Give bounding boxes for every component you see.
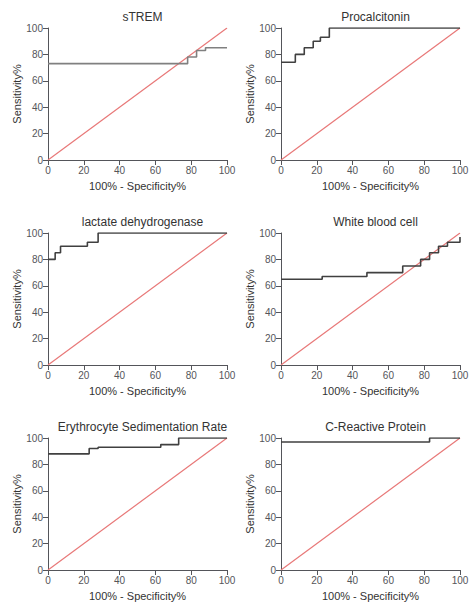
svg-text:100: 100	[259, 433, 276, 444]
svg-text:0: 0	[278, 575, 284, 586]
svg-text:60: 60	[32, 485, 44, 496]
svg-text:40: 40	[265, 102, 277, 113]
svg-text:20: 20	[311, 370, 323, 381]
svg-text:20: 20	[78, 165, 90, 176]
svg-text:60: 60	[383, 575, 395, 586]
svg-text:100% - Specificity%: 100% - Specificity%	[89, 180, 186, 192]
svg-text:60: 60	[265, 280, 277, 291]
svg-text:100: 100	[26, 228, 43, 239]
svg-text:80: 80	[419, 165, 431, 176]
svg-text:80: 80	[32, 459, 44, 470]
svg-text:40: 40	[114, 575, 126, 586]
svg-text:100: 100	[219, 575, 236, 586]
svg-text:0: 0	[45, 575, 51, 586]
svg-text:100: 100	[452, 575, 469, 586]
svg-text:20: 20	[32, 333, 44, 344]
svg-text:20: 20	[265, 333, 277, 344]
svg-text:60: 60	[150, 575, 162, 586]
svg-text:80: 80	[265, 49, 277, 60]
svg-text:Sensitivity%: Sensitivity%	[244, 474, 256, 534]
svg-text:80: 80	[265, 254, 277, 265]
svg-text:0: 0	[278, 370, 284, 381]
svg-text:100% - Specificity%: 100% - Specificity%	[322, 180, 419, 192]
svg-text:20: 20	[311, 165, 323, 176]
svg-text:20: 20	[78, 370, 90, 381]
svg-text:40: 40	[265, 307, 277, 318]
svg-text:0: 0	[270, 565, 276, 576]
svg-text:80: 80	[186, 165, 198, 176]
svg-text:100: 100	[452, 165, 469, 176]
svg-text:60: 60	[265, 75, 277, 86]
svg-text:0: 0	[278, 165, 284, 176]
svg-text:60: 60	[32, 75, 44, 86]
svg-text:0: 0	[270, 155, 276, 166]
svg-text:Sensitivity%: Sensitivity%	[11, 64, 23, 124]
svg-text:100% - Specificity%: 100% - Specificity%	[322, 590, 419, 602]
svg-text:Sensitivity%: Sensitivity%	[244, 269, 256, 329]
svg-text:100% - Specificity%: 100% - Specificity%	[89, 385, 186, 397]
svg-text:100: 100	[26, 433, 43, 444]
svg-text:100: 100	[26, 23, 43, 34]
svg-text:0: 0	[270, 360, 276, 371]
svg-text:100: 100	[259, 228, 276, 239]
svg-text:20: 20	[32, 128, 44, 139]
svg-text:60: 60	[150, 165, 162, 176]
svg-text:Erythrocyte Sedimentation Rate: Erythrocyte Sedimentation Rate	[58, 420, 228, 434]
svg-text:60: 60	[265, 485, 277, 496]
svg-text:60: 60	[32, 280, 44, 291]
svg-text:20: 20	[311, 575, 323, 586]
svg-text:40: 40	[114, 370, 126, 381]
svg-text:100: 100	[259, 23, 276, 34]
svg-text:80: 80	[186, 370, 198, 381]
svg-text:20: 20	[265, 128, 277, 139]
svg-text:60: 60	[383, 370, 395, 381]
svg-text:40: 40	[32, 102, 44, 113]
svg-text:100: 100	[452, 370, 469, 381]
svg-text:40: 40	[347, 370, 359, 381]
svg-text:sTREM: sTREM	[123, 10, 163, 24]
svg-text:80: 80	[419, 575, 431, 586]
svg-text:80: 80	[186, 575, 198, 586]
svg-text:100% - Specificity%: 100% - Specificity%	[89, 590, 186, 602]
svg-text:20: 20	[78, 575, 90, 586]
svg-text:Procalcitonin: Procalcitonin	[341, 10, 410, 24]
svg-text:60: 60	[150, 370, 162, 381]
svg-text:80: 80	[265, 459, 277, 470]
svg-text:lactate dehydrogenase: lactate dehydrogenase	[82, 215, 204, 229]
svg-text:C-Reactive Protein: C-Reactive Protein	[325, 420, 426, 434]
svg-text:60: 60	[383, 165, 395, 176]
svg-text:0: 0	[45, 165, 51, 176]
svg-text:0: 0	[37, 155, 43, 166]
svg-text:20: 20	[32, 538, 44, 549]
svg-text:40: 40	[347, 165, 359, 176]
svg-text:80: 80	[32, 49, 44, 60]
svg-text:Sensitivity%: Sensitivity%	[244, 64, 256, 124]
svg-text:80: 80	[419, 370, 431, 381]
svg-text:Sensitivity%: Sensitivity%	[11, 474, 23, 534]
svg-text:100% - Specificity%: 100% - Specificity%	[322, 385, 419, 397]
svg-text:20: 20	[265, 538, 277, 549]
svg-text:0: 0	[45, 370, 51, 381]
svg-text:Sensitivity%: Sensitivity%	[11, 269, 23, 329]
svg-text:40: 40	[114, 165, 126, 176]
svg-text:100: 100	[219, 370, 236, 381]
svg-text:White blood cell: White blood cell	[333, 215, 418, 229]
svg-text:40: 40	[32, 512, 44, 523]
svg-text:40: 40	[265, 512, 277, 523]
svg-text:0: 0	[37, 360, 43, 371]
svg-text:40: 40	[32, 307, 44, 318]
svg-text:40: 40	[347, 575, 359, 586]
svg-text:100: 100	[219, 165, 236, 176]
svg-text:80: 80	[32, 254, 44, 265]
svg-text:0: 0	[37, 565, 43, 576]
